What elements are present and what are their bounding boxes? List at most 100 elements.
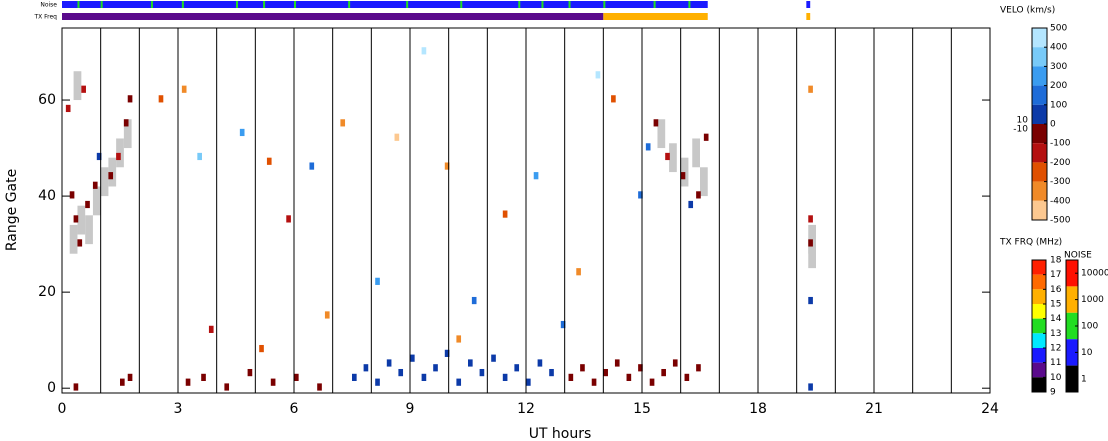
noise-mark — [348, 1, 351, 8]
velo-tick-label: 200 — [1050, 81, 1067, 91]
velo-label: VELO (km/s) — [1000, 6, 1055, 16]
velocity-cell — [85, 200, 90, 209]
velocity-cell — [197, 152, 202, 161]
velocity-cell — [703, 133, 709, 141]
velocity-cell — [410, 354, 415, 362]
velocity-cell — [808, 383, 813, 391]
velocity-cell — [568, 373, 574, 381]
noise-swatch — [1066, 260, 1078, 287]
velo-swatch — [1032, 66, 1047, 86]
velocity-cell — [375, 277, 380, 285]
y-axis-label: Range Gate — [4, 169, 20, 251]
ground-scatter — [123, 119, 132, 149]
velocity-cell — [421, 373, 427, 381]
velocity-cell — [352, 373, 357, 381]
velocity-cell — [549, 368, 554, 377]
noise-mark — [460, 1, 463, 8]
noise-mark — [236, 1, 238, 8]
velocity-cell — [638, 364, 643, 372]
velocity-cell — [502, 210, 508, 218]
velocity-cell — [603, 368, 608, 377]
velocity-cell — [638, 191, 643, 199]
txfrq-swatch — [1032, 289, 1046, 304]
x-tick-label: 6 — [290, 401, 299, 417]
velocity-cell — [688, 200, 694, 209]
velo-tick-label: 100 — [1050, 100, 1067, 110]
velo-tick-label: -500 — [1050, 216, 1071, 226]
noise-tick-label: 1 — [1081, 374, 1087, 384]
noise-mark — [181, 1, 184, 8]
velocity-cell — [181, 85, 187, 93]
x-tick-label: 9 — [406, 401, 415, 417]
velocity-cell — [317, 383, 322, 391]
noise-swatch — [1066, 365, 1078, 392]
ground-scatter — [77, 205, 86, 235]
noise-mark — [568, 1, 571, 8]
velo-swatch — [1032, 181, 1047, 201]
noise-bar — [806, 1, 811, 8]
txfrq-tick-label: 14 — [1050, 314, 1062, 324]
ground-scatter — [700, 167, 708, 197]
velocity-cell — [672, 359, 678, 367]
velocity-cell — [491, 354, 496, 362]
velocity-cell — [363, 364, 369, 372]
velocity-cell — [127, 373, 133, 381]
velocity-cell — [808, 239, 813, 247]
noise-swatch — [1066, 312, 1078, 340]
velocity-cell — [653, 119, 659, 127]
velocity-cell — [502, 373, 508, 381]
noise-mark — [294, 1, 296, 8]
velocity-cell — [808, 85, 813, 93]
txfrq-tick-label: 17 — [1050, 270, 1061, 280]
velocity-cell — [73, 383, 79, 391]
velo-tick-label: 400 — [1050, 43, 1067, 53]
velocity-cell — [108, 172, 114, 180]
velocity-cell — [375, 378, 380, 386]
velo-tick-label: -400 — [1050, 196, 1071, 206]
velocity-cell — [77, 239, 83, 247]
velo-tick-label: -200 — [1050, 158, 1071, 168]
noise-tick-label: 1000 — [1081, 295, 1104, 305]
velo-tick-label: 300 — [1050, 62, 1067, 72]
txfrq-tick-label: 16 — [1050, 285, 1062, 295]
noise-mark — [653, 1, 656, 8]
velocity-cell — [526, 378, 531, 386]
velocity-cell — [611, 95, 616, 103]
y-tick-label: 60 — [38, 92, 56, 108]
velocity-cell — [158, 95, 164, 103]
velocity-cell — [239, 128, 245, 137]
x-tick-label: 18 — [749, 401, 767, 417]
x-tick-label: 24 — [981, 401, 999, 417]
velocity-cell — [479, 368, 485, 377]
velocity-cell — [645, 143, 651, 151]
noise-tick-label: 100 — [1081, 322, 1098, 332]
velocity-cell — [201, 373, 206, 381]
velocity-cell — [270, 378, 276, 386]
velocity-cell — [433, 364, 438, 372]
ground-scatter — [669, 143, 677, 173]
velocity-cell — [294, 373, 299, 381]
velocity-cell — [696, 191, 701, 199]
velo-swatch — [1032, 28, 1047, 48]
velocity-cell — [421, 47, 427, 55]
ground-scatter — [100, 167, 109, 197]
txfrq-tick-label: 11 — [1050, 358, 1061, 368]
velocity-cell — [661, 368, 666, 377]
velocity-cell — [123, 119, 129, 127]
txfrq-tick-label: 9 — [1050, 388, 1056, 398]
velocity-cell — [266, 157, 272, 165]
velocity-cell — [560, 320, 566, 329]
velocity-cell — [614, 359, 620, 367]
velo-tick-label: 0 — [1050, 120, 1056, 130]
noise-mark — [150, 1, 153, 8]
velocity-cell — [286, 215, 291, 223]
x-tick-label: 12 — [517, 401, 535, 417]
velocity-cell — [127, 95, 133, 103]
velo-swatch — [1032, 143, 1047, 163]
x-tick-label: 15 — [633, 401, 651, 417]
txfrq-tick-label: 12 — [1050, 344, 1061, 354]
velo-swatch — [1032, 200, 1047, 220]
txfrq-frame — [1031, 259, 1047, 393]
velocity-cell — [444, 162, 450, 170]
